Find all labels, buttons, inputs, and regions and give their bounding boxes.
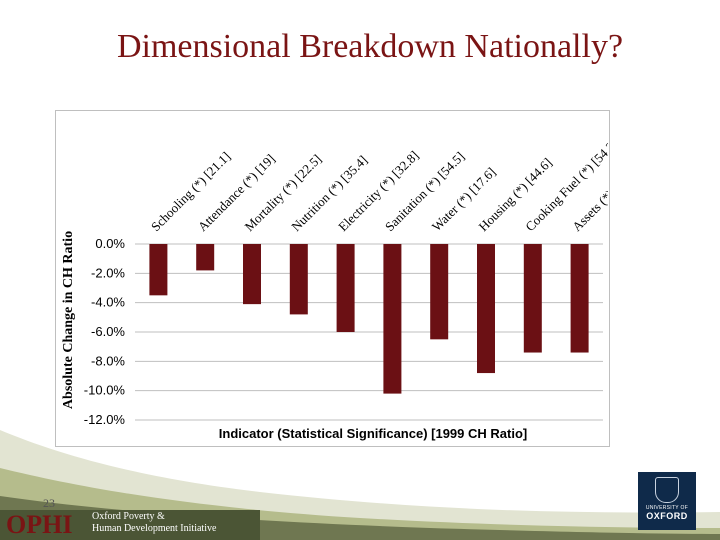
bar [430, 244, 449, 340]
x-tick-label: Schooling (*) [21.1] [148, 149, 233, 234]
bar [570, 244, 589, 353]
oxford-crest-icon [655, 477, 679, 503]
y-tick-label: -12.0% [84, 412, 126, 427]
x-axis-label: Indicator (Statistical Significance) [19… [219, 426, 527, 441]
bar [477, 244, 495, 374]
oxford-big-text: OXFORD [646, 511, 688, 521]
ophi-logo: OPHI [6, 510, 73, 539]
ophi-subtitle-line1: Oxford Poverty & [92, 511, 165, 522]
y-tick-label: -10.0% [84, 383, 126, 398]
y-tick-label: -6.0% [91, 324, 125, 339]
page-number: 23 [43, 496, 55, 510]
bar [243, 244, 261, 305]
y-tick-label: -4.0% [91, 295, 125, 310]
oxford-logo: UNIVERSITY OF OXFORD [638, 472, 696, 530]
ophi-subtitle: Oxford Poverty & Human Development Initi… [92, 511, 216, 535]
y-tick-label: -2.0% [91, 265, 125, 280]
bar [149, 244, 168, 296]
oxford-small-text: UNIVERSITY OF [645, 505, 689, 511]
ophi-subtitle-line2: Human Development Initiative [92, 523, 217, 534]
x-tick-label: Electricity (*) [32.8] [335, 148, 421, 234]
bar [383, 244, 402, 394]
chart: 0.0% -2.0% -4.0% -6.0% -8.0% -10.0% -12.0% Scho… [61, 136, 608, 441]
y-axis-label: Absolute Change in CH Ratio [61, 231, 76, 409]
bar [196, 244, 215, 271]
slide-title: Dimensional Breakdown Nationally? [116, 28, 624, 65]
y-tick-label: 0.0% [95, 236, 125, 251]
bar [523, 244, 542, 353]
y-tick-label: -8.0% [91, 353, 125, 368]
footer-swoosh [0, 430, 720, 540]
bar [336, 244, 355, 332]
bar [289, 244, 308, 315]
x-tick-label: Sanitation (*) [54.5] [382, 149, 467, 234]
